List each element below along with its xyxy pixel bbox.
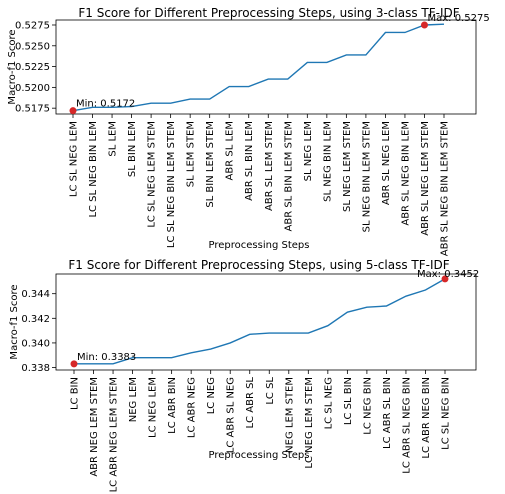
- x-tick-label: ABR SL BIN LEM: [244, 121, 255, 201]
- y-axis-label: Macro-f1 Score: [9, 284, 20, 359]
- series-line: [72, 23, 445, 112]
- y-tick-label: 0.338: [21, 363, 50, 374]
- chart-3class: F1 Score for Different Preprocessing Ste…: [7, 6, 490, 256]
- min-label: Min: 0.3383: [77, 352, 136, 363]
- y-tick-label: 0.340: [21, 338, 50, 349]
- x-tick-label: NEG LEM STEM: [284, 377, 295, 453]
- min-label: Min: 0.5172: [76, 99, 135, 110]
- x-tick-label: LC SL NEG: [323, 377, 334, 429]
- x-axis-label: Preprocessing Steps: [209, 450, 310, 461]
- max-label: Max: 0.3452: [417, 269, 479, 280]
- x-tick-label: LC ABR SL: [245, 377, 256, 429]
- x-tick-label: LC SL NEG BIN LEM: [88, 121, 99, 218]
- min-marker: [69, 107, 77, 115]
- x-tick-label: LC ABR BIN: [167, 377, 178, 434]
- y-tick-label: 0.5200: [15, 83, 50, 94]
- y-tick-label: 0.5225: [15, 62, 50, 73]
- y-tick-label: 0.342: [21, 314, 50, 325]
- extreme-markers: Min: 0.5172 Max: 0.5275: [69, 13, 490, 115]
- x-tick-label: NEG LEM: [128, 377, 139, 422]
- extreme-markers: Min: 0.3383 Max: 0.3452: [70, 269, 479, 368]
- x-tick-label: LC SL: [265, 377, 276, 405]
- x-tick-label: LC NEG LEM: [148, 377, 159, 438]
- x-tick-label: SL LEM STEM: [186, 121, 197, 187]
- x-tick-label: ABR SL BIN LEM STEM: [283, 121, 294, 232]
- x-tick-label: SL NEG LEM STEM: [342, 121, 353, 212]
- x-tick-label: ABR SL NEG BIN LEM: [400, 121, 411, 226]
- y-tick-label: 0.5175: [15, 104, 50, 115]
- y-tick-label: 0.5275: [15, 20, 50, 31]
- series-line: [74, 278, 446, 365]
- x-tick-label: SL NEG BIN LEM STEM: [361, 121, 372, 232]
- x-tick-label: LC SL NEG LEM: [69, 121, 80, 197]
- y-axis-label: Macro-f1 Score: [7, 29, 18, 104]
- y-tick-label: 0.344: [21, 289, 50, 300]
- x-tick-label: ABR SL NEG LEM: [381, 121, 392, 205]
- x-tick-label: ABR SL LEM STEM: [264, 121, 275, 211]
- x-tick-label: ABR NEG LEM STEM: [89, 377, 100, 477]
- x-tick-label: LC ABR SL NEG BIN: [401, 377, 412, 474]
- x-tick-label: ABR SL LEM: [225, 121, 236, 180]
- x-tick-label: LC BIN: [70, 377, 81, 410]
- x-tick-label: SL NEG LEM: [303, 121, 314, 181]
- max-marker: [420, 21, 428, 29]
- chart-title: F1 Score for Different Preprocessing Ste…: [78, 6, 459, 20]
- x-axis: LC SL NEG LEM LC SL NEG BIN LEM SL LEM SL B…: [69, 114, 451, 256]
- min-marker: [70, 360, 78, 368]
- y-axis: 0.5175 0.5200 0.5225 0.5250 0.5275: [15, 20, 56, 115]
- x-tick-label: SL BIN LEM: [127, 121, 138, 177]
- x-tick-label: LC ABR NEG BIN: [421, 377, 432, 459]
- x-tick-label: LC SL BIN: [343, 377, 354, 425]
- plot-frame: [55, 19, 477, 115]
- max-label: Max: 0.5275: [427, 13, 489, 24]
- x-tick-label: LC NEG LEM STEM: [304, 377, 315, 469]
- x-tick-label: LC NEG: [206, 377, 217, 414]
- x-tick-label: SL BIN LEM STEM: [205, 121, 216, 208]
- x-tick-label: LC ABR SL NEG: [226, 377, 237, 453]
- x-axis-label: Preprocessing Steps: [209, 240, 310, 251]
- x-tick-label: ABR SL NEG BIN LEM STEM: [440, 121, 451, 256]
- max-marker: [441, 275, 449, 283]
- y-tick-label: 0.5250: [15, 41, 50, 52]
- x-tick-label: LC ABR NEG LEM STEM: [109, 377, 120, 492]
- x-tick-label: LC SL NEG BIN: [441, 377, 452, 450]
- x-tick-label: LC SL NEG LEM STEM: [147, 121, 158, 228]
- x-tick-label: ABR SL NEG LEM STEM: [420, 121, 431, 236]
- x-axis: LC BIN ABR NEG LEM STEM LC ABR NEG LEM STE…: [70, 370, 452, 492]
- chart-5class: F1 Score for Different Preprocessing Ste…: [9, 258, 479, 492]
- x-tick-label: LC SL NEG BIN LEM STEM: [166, 121, 177, 248]
- x-tick-label: LC ABR NEG: [187, 377, 198, 438]
- plot-frame: [55, 273, 477, 371]
- x-tick-label: SL NEG BIN LEM: [322, 121, 333, 202]
- y-axis: 0.338 0.340 0.342 0.344: [21, 289, 56, 374]
- x-tick-label: LC ABR SL BIN: [382, 377, 393, 449]
- x-tick-label: SL LEM: [108, 121, 119, 157]
- chart-title: F1 Score for Different Preprocessing Ste…: [68, 258, 449, 272]
- x-tick-label: LC NEG BIN: [362, 377, 373, 435]
